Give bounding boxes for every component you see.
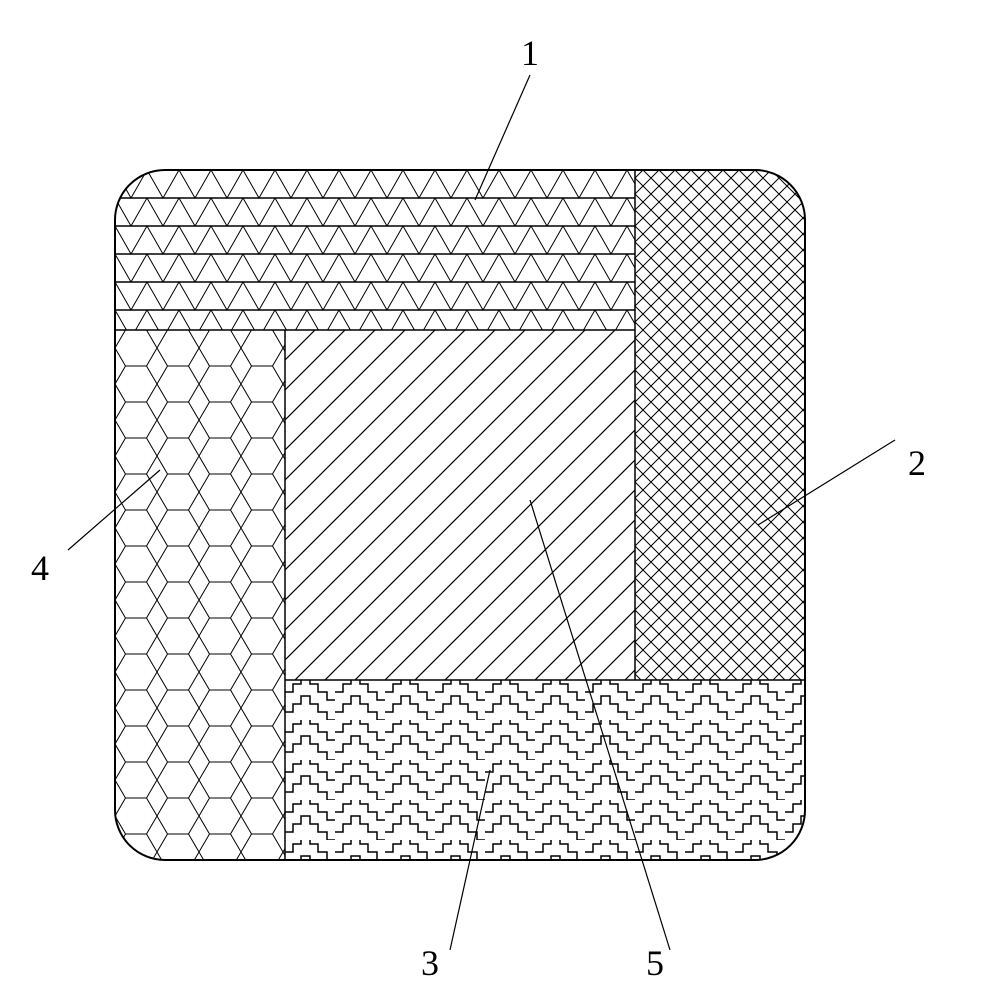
diagram-body <box>115 170 805 860</box>
region-left <box>115 330 285 860</box>
annotation-label-4: 4 <box>31 548 49 588</box>
region-center <box>285 330 635 680</box>
annotation-label-5: 5 <box>646 943 664 983</box>
region-right <box>635 170 805 680</box>
region-bottom <box>285 680 805 860</box>
annotation-label-3: 3 <box>421 943 439 983</box>
annotation-label-1: 1 <box>521 33 539 73</box>
region-top <box>115 170 635 330</box>
annotation-label-2: 2 <box>908 443 926 483</box>
